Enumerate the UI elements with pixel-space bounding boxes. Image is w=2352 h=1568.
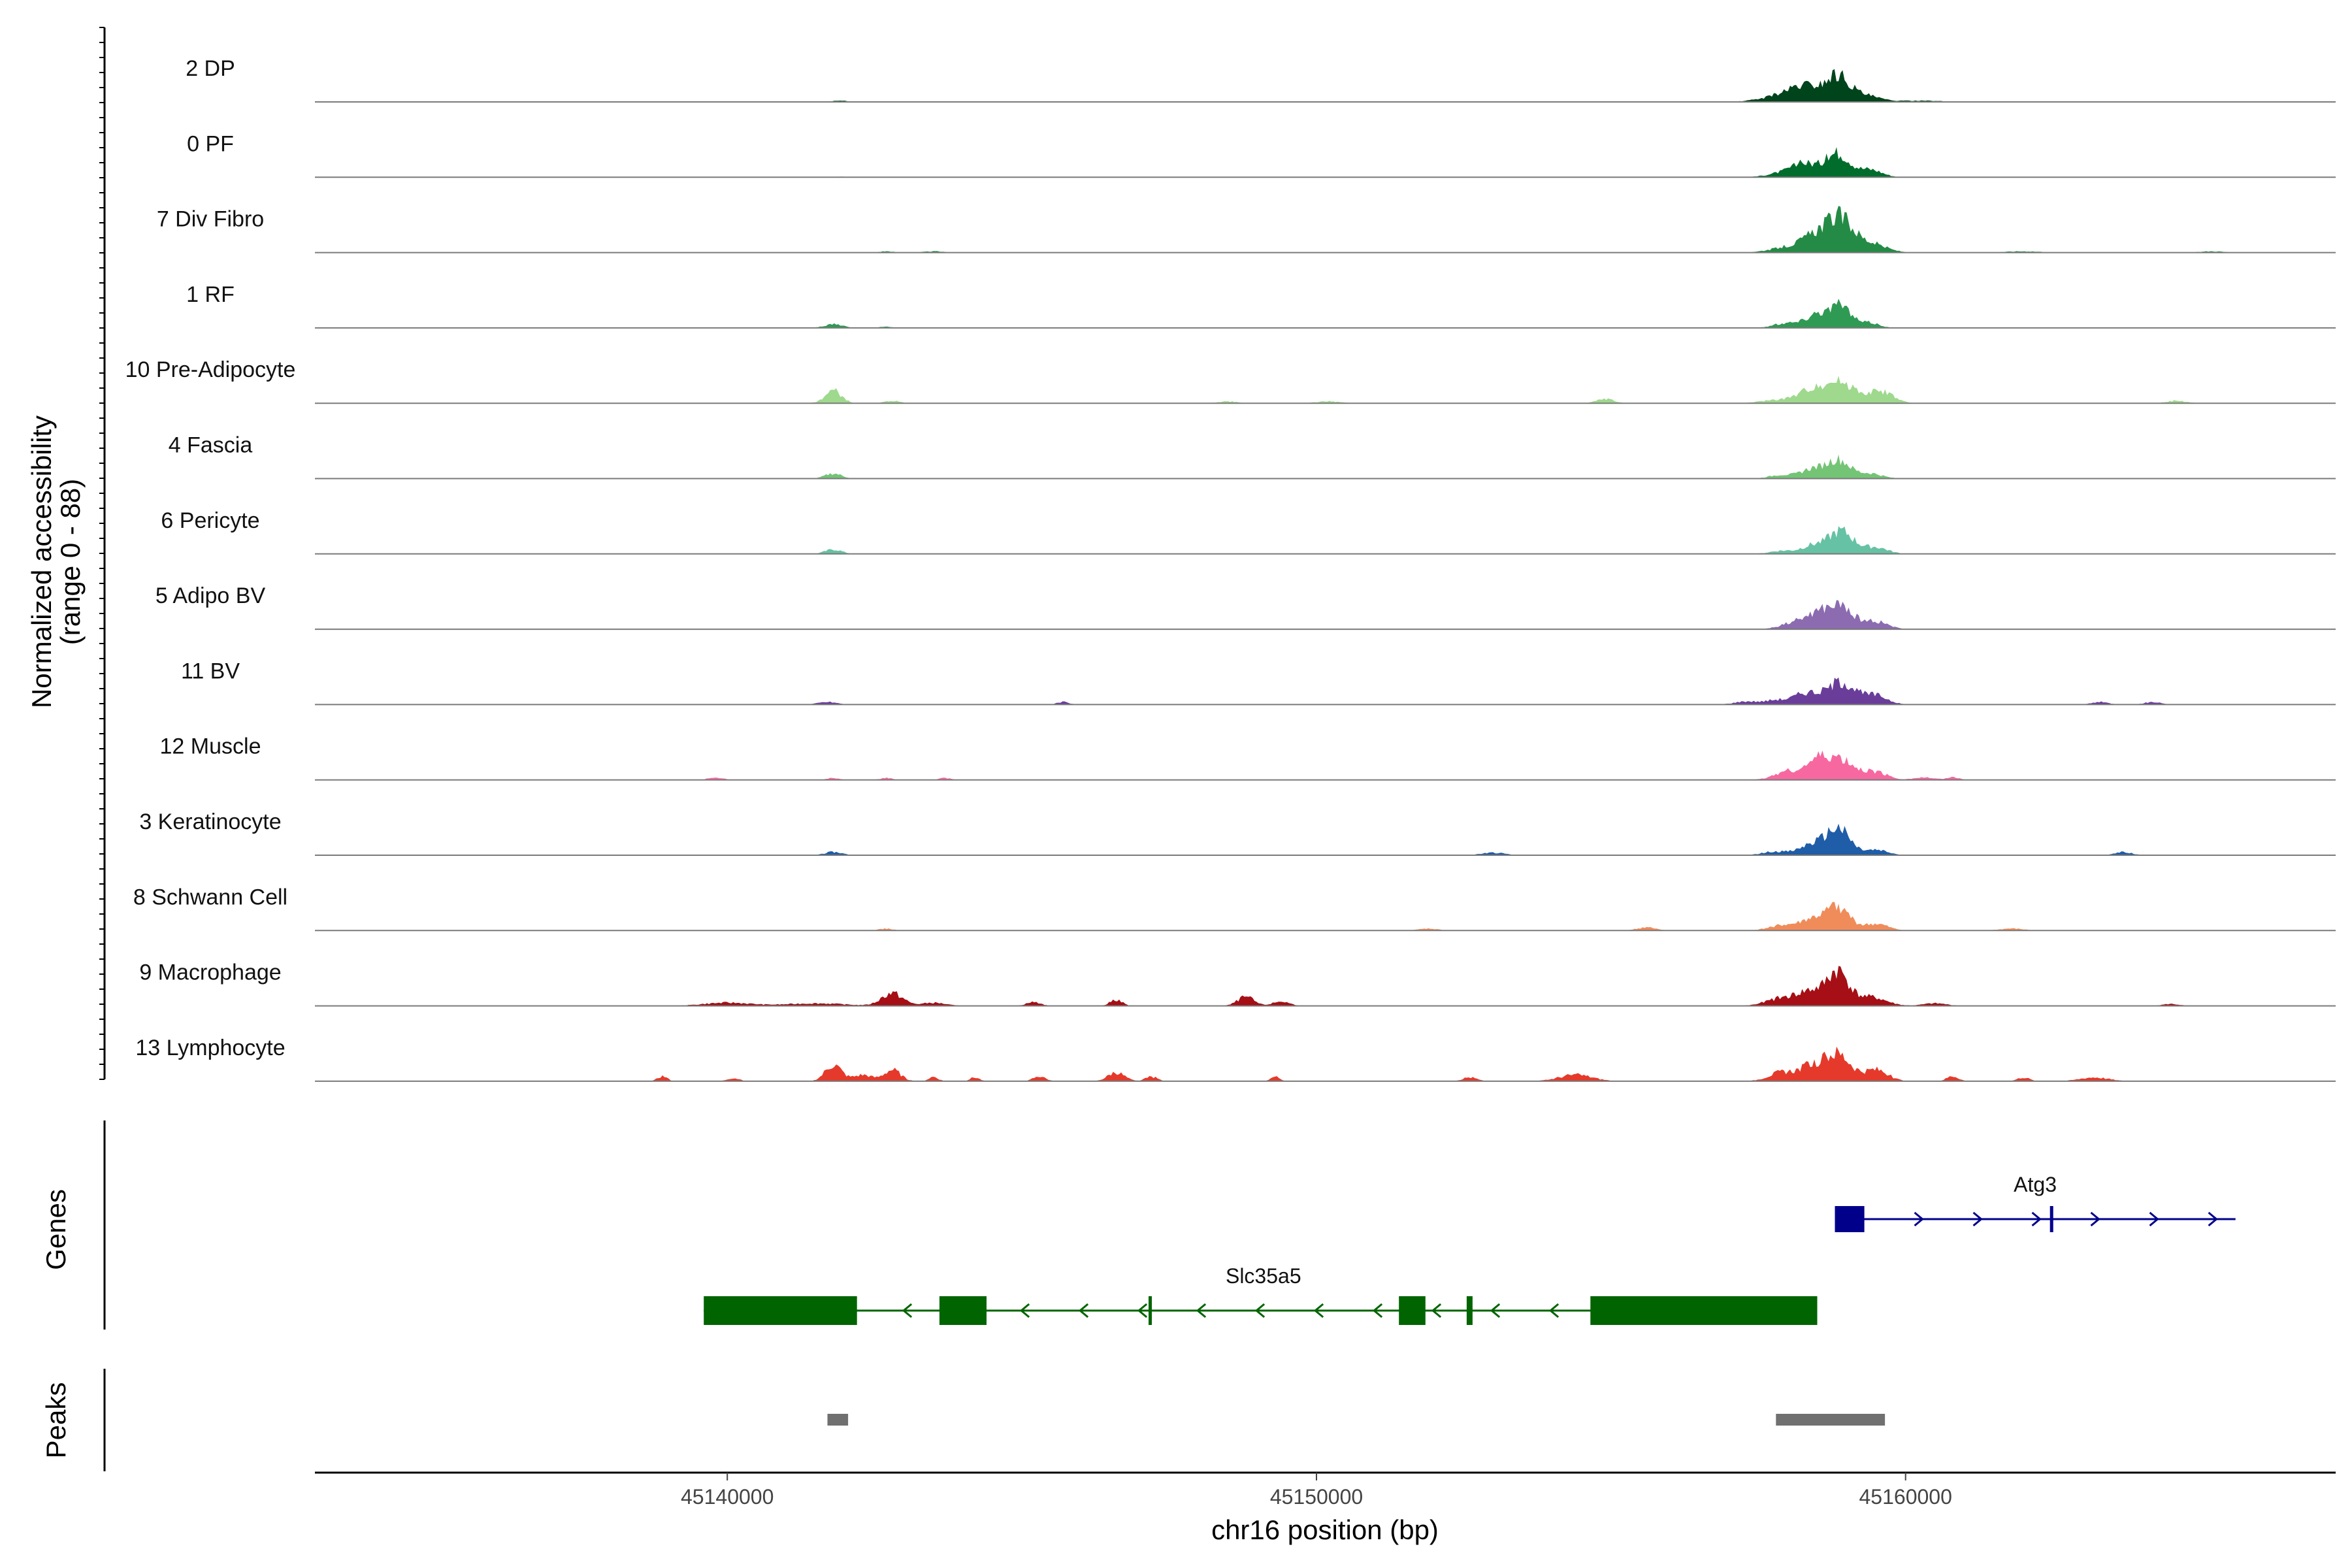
strand-chevron — [1431, 1303, 1442, 1318]
track-label: 1 RF — [186, 282, 235, 307]
gene-exon — [939, 1296, 987, 1325]
y-axis-title-line1: Normalized accessibility — [26, 416, 57, 708]
track-7: 6 Pericyte — [161, 508, 2336, 555]
x-tick-label: 45150000 — [1270, 1485, 1363, 1509]
signal-area — [315, 1046, 2336, 1081]
peak-region — [827, 1414, 849, 1426]
strand-chevron — [1372, 1303, 1383, 1318]
accessibility-tracks: 2 DP 0 PF 7 Div Fibro 1 RF 10 Pre-Adipocyte 4… — [125, 56, 2336, 1082]
gene-slc35a5: Slc35a5 — [704, 1264, 1818, 1325]
x-tick-label: 45160000 — [1859, 1485, 1952, 1509]
gene-exon — [704, 1296, 857, 1325]
signal-area — [315, 677, 2336, 705]
strand-chevron — [902, 1303, 913, 1318]
track-label: 10 Pre-Adipocyte — [125, 357, 296, 382]
strand-chevron — [1019, 1303, 1030, 1318]
left-axes — [99, 27, 106, 1471]
x-axis-title: chr16 position (bp) — [1211, 1514, 1439, 1545]
signal-area — [315, 750, 2336, 780]
track-12: 8 Schwann Cell — [133, 885, 2336, 932]
signal-area — [315, 299, 2336, 328]
gene-exon — [1399, 1296, 1426, 1325]
track-2: 0 PF — [187, 131, 2336, 178]
gene-name-label: Slc35a5 — [1226, 1264, 1301, 1288]
track-label: 0 PF — [187, 131, 234, 156]
gene-name-label: Atg3 — [2014, 1173, 2057, 1196]
signal-area — [315, 902, 2336, 931]
strand-chevron — [2149, 1211, 2159, 1227]
strand-chevron — [1972, 1211, 1983, 1227]
signal-area — [315, 600, 2336, 630]
strand-chevron — [1137, 1303, 1148, 1318]
gene-atg3: Atg3 — [1835, 1173, 2236, 1232]
strand-chevron — [1313, 1303, 1324, 1318]
peak-region — [1776, 1414, 1886, 1426]
track-label: 4 Fascia — [169, 433, 253, 458]
track-label: 12 Muscle — [160, 734, 261, 759]
track-label: 13 Lymphocyte — [135, 1036, 285, 1060]
track-8: 5 Adipo BV — [155, 583, 2336, 630]
signal-area — [315, 147, 2336, 178]
strand-chevron — [2090, 1211, 2100, 1227]
track-11: 3 Keratinocyte — [139, 809, 2336, 856]
track-6: 4 Fascia — [169, 433, 2336, 480]
strand-chevron — [1490, 1303, 1501, 1318]
track-3: 7 Div Fibro — [157, 206, 2336, 253]
track-label: 5 Adipo BV — [155, 583, 266, 608]
track-10: 12 Muscle — [160, 734, 2336, 781]
signal-area — [315, 206, 2336, 253]
y-axis-title-line2: (range 0 - 88) — [55, 479, 86, 645]
strand-chevron — [1548, 1303, 1560, 1318]
signal-area — [315, 376, 2336, 404]
signal-area — [315, 966, 2336, 1006]
track-label: 3 Keratinocyte — [139, 809, 281, 834]
signal-area — [315, 454, 2336, 479]
gene-exon — [1149, 1296, 1152, 1325]
strand-chevron — [1914, 1211, 1924, 1227]
signal-area — [315, 526, 2336, 554]
gene-exon — [1590, 1296, 1818, 1325]
signal-area — [315, 823, 2336, 855]
track-1: 2 DP — [186, 56, 2336, 103]
peaks-panel — [827, 1414, 1886, 1426]
peaks-panel-title: Peaks — [41, 1382, 71, 1459]
track-13: 9 Macrophage — [139, 960, 2336, 1007]
track-9: 11 BV — [181, 659, 2336, 706]
gene-exon — [1466, 1296, 1473, 1325]
track-label: 11 BV — [181, 659, 240, 683]
track-label: 9 Macrophage — [139, 960, 281, 985]
strand-chevron — [1078, 1303, 1089, 1318]
track-label: 6 Pericyte — [161, 508, 259, 533]
track-14: 13 Lymphocyte — [135, 1036, 2336, 1082]
gene-exon — [1835, 1206, 1865, 1232]
signal-area — [315, 69, 2336, 102]
strand-chevron — [2208, 1211, 2218, 1227]
strand-chevron — [1254, 1303, 1266, 1318]
strand-chevron — [2031, 1211, 2042, 1227]
track-label: 8 Schwann Cell — [133, 885, 287, 909]
genes-panel: Atg3 Slc35a5 — [704, 1173, 2236, 1325]
track-label: 7 Div Fibro — [157, 207, 264, 232]
gene-exon — [2050, 1206, 2053, 1232]
track-5: 10 Pre-Adipocyte — [125, 357, 2336, 404]
strand-chevron — [1196, 1303, 1207, 1318]
genes-panel-title: Genes — [41, 1189, 71, 1270]
track-4: 1 RF — [186, 282, 2336, 329]
track-label: 2 DP — [186, 56, 235, 81]
x-tick-label: 45140000 — [681, 1485, 774, 1509]
x-axis: 45140000 45150000 45160000 — [315, 1471, 2336, 1509]
